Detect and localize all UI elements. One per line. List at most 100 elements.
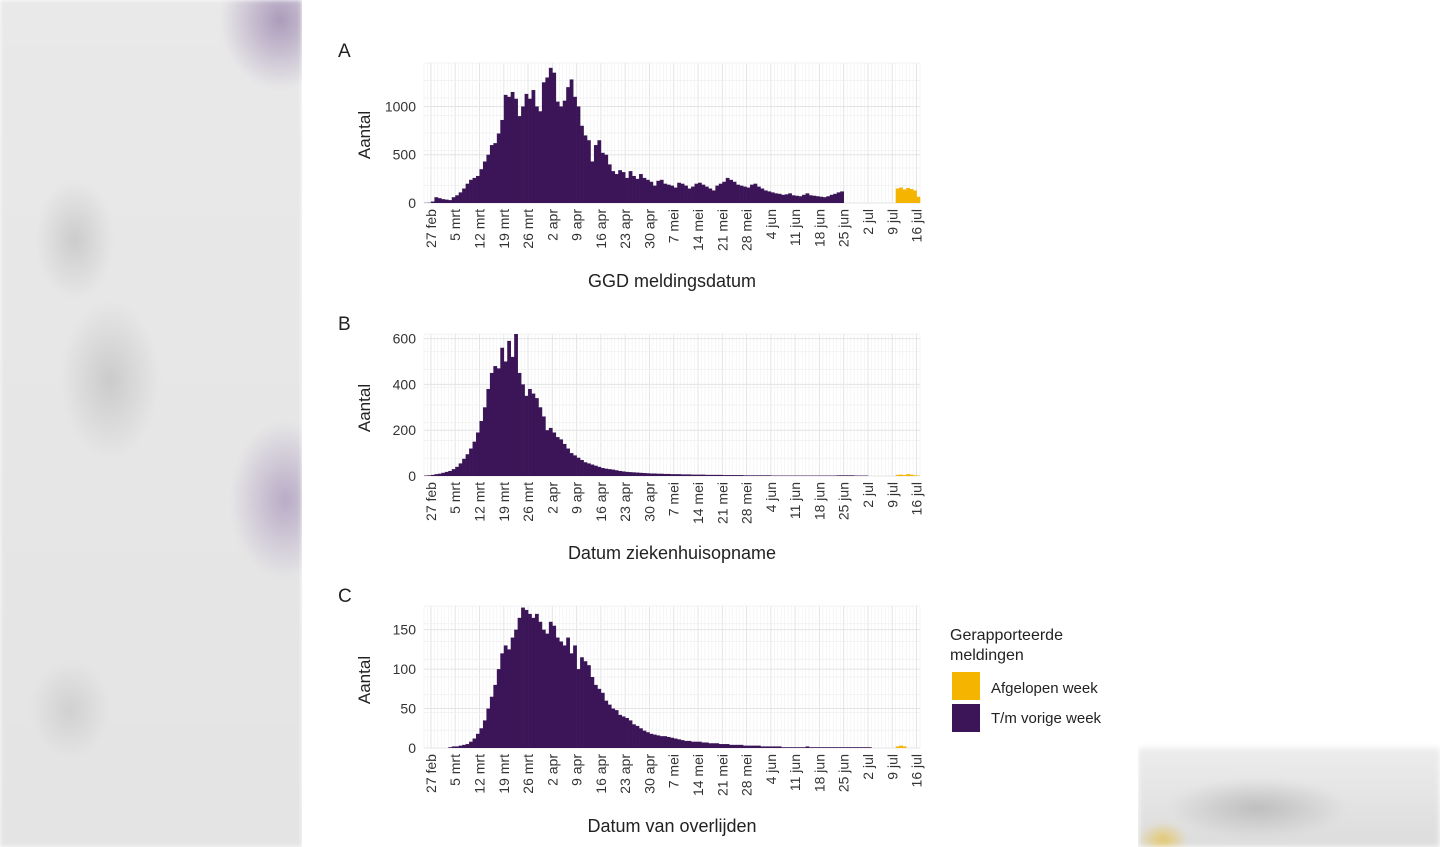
bar-tm-vorige-week xyxy=(552,625,557,748)
bar-tm-vorige-week xyxy=(715,185,720,203)
x-tick-label: 14 mei xyxy=(690,482,706,524)
panel-a-x-axis-title: GGD meldingsdatum xyxy=(588,271,756,291)
bar-tm-vorige-week xyxy=(861,747,865,748)
panel-c-y-ticks: 0 50 100 150 xyxy=(393,622,417,756)
x-tick-label: 9 apr xyxy=(569,482,585,514)
bar-tm-vorige-week xyxy=(715,743,720,748)
bar-tm-vorige-week xyxy=(618,714,623,748)
bar-tm-vorige-week xyxy=(767,746,772,748)
bar-tm-vorige-week xyxy=(493,684,498,748)
x-tick-label: 9 jul xyxy=(884,482,900,508)
bar-tm-vorige-week xyxy=(684,474,688,476)
bar-tm-vorige-week xyxy=(684,740,688,748)
bar-tm-vorige-week xyxy=(739,475,744,476)
bar-tm-vorige-week xyxy=(451,746,456,748)
x-tick-label: 25 jun xyxy=(836,209,852,247)
x-tick-label: 4 jun xyxy=(763,482,779,512)
x-tick-label: 16 apr xyxy=(593,482,609,522)
bar-afgelopen-week xyxy=(909,189,914,203)
bar-tm-vorige-week xyxy=(493,366,498,476)
panel-b-y-ticks: 0 200 400 600 xyxy=(393,331,417,484)
bar-tm-vorige-week xyxy=(566,87,570,203)
bar-tm-vorige-week xyxy=(479,421,484,476)
bar-tm-vorige-week xyxy=(441,199,446,203)
bar-tm-vorige-week xyxy=(458,745,463,748)
bar-tm-vorige-week xyxy=(815,747,820,748)
bar-tm-vorige-week xyxy=(528,98,532,203)
x-tick-label: 7 mei xyxy=(666,209,682,243)
x-tick-label: 19 mrt xyxy=(496,754,512,794)
bar-tm-vorige-week xyxy=(510,637,515,748)
bar-tm-vorige-week xyxy=(656,735,661,748)
bar-afgelopen-week xyxy=(913,475,917,476)
bar-tm-vorige-week xyxy=(493,143,498,203)
bar-tm-vorige-week xyxy=(573,645,577,748)
x-tick-label: 5 mrt xyxy=(447,209,463,241)
bar-tm-vorige-week xyxy=(514,98,518,203)
bar-tm-vorige-week xyxy=(656,180,661,203)
bar-tm-vorige-week xyxy=(635,472,640,476)
bar-tm-vorige-week xyxy=(704,742,709,748)
x-tick-label: 23 apr xyxy=(617,754,633,794)
bar-tm-vorige-week xyxy=(802,747,806,748)
bar-tm-vorige-week xyxy=(566,637,570,748)
bar-tm-vorige-week xyxy=(611,171,616,203)
bar-tm-vorige-week xyxy=(472,738,477,748)
bar-tm-vorige-week xyxy=(805,193,810,203)
bar-tm-vorige-week xyxy=(587,140,591,203)
bar-tm-vorige-week xyxy=(649,733,654,748)
x-tick-label: 14 mei xyxy=(690,209,706,251)
bar-tm-vorige-week xyxy=(496,133,501,203)
bar-tm-vorige-week xyxy=(569,79,574,203)
legend: Gerapporteerde meldingen Afgelopen week … xyxy=(950,627,1102,732)
bar-tm-vorige-week xyxy=(597,466,602,476)
bar-tm-vorige-week xyxy=(649,181,654,203)
bar-tm-vorige-week xyxy=(829,747,834,748)
x-tick-label: 16 jul xyxy=(909,754,925,787)
bar-tm-vorige-week xyxy=(822,197,827,203)
bar-tm-vorige-week xyxy=(541,416,546,476)
panel-a-letter: A xyxy=(338,41,351,62)
blurred-background-right xyxy=(1138,0,1440,847)
bar-tm-vorige-week xyxy=(736,184,740,203)
bar-tm-vorige-week xyxy=(694,474,699,476)
bar-tm-vorige-week xyxy=(441,472,446,476)
bar-tm-vorige-week xyxy=(607,164,612,203)
bar-tm-vorige-week xyxy=(448,747,453,748)
bar-afgelopen-week xyxy=(902,189,907,203)
bar-tm-vorige-week xyxy=(576,106,581,203)
bar-tm-vorige-week xyxy=(510,91,515,203)
bar-tm-vorige-week xyxy=(722,181,727,203)
bar-tm-vorige-week xyxy=(559,641,564,748)
bar-tm-vorige-week xyxy=(625,177,629,203)
bar-tm-vorige-week xyxy=(462,458,466,476)
bar-tm-vorige-week xyxy=(531,90,536,203)
bar-tm-vorige-week xyxy=(569,453,574,476)
x-tick-label: 2 jul xyxy=(860,482,876,508)
bar-tm-vorige-week xyxy=(763,190,768,203)
bar-tm-vorige-week xyxy=(611,469,616,476)
bar-tm-vorige-week xyxy=(587,665,591,748)
bar-tm-vorige-week xyxy=(687,474,692,476)
bar-tm-vorige-week xyxy=(500,347,505,476)
bar-afgelopen-week xyxy=(899,745,903,748)
x-tick-label: 16 jul xyxy=(909,209,925,242)
bar-afgelopen-week xyxy=(909,474,914,476)
bar-tm-vorige-week xyxy=(843,747,848,748)
panel-b-x-ticks: 27 feb 5 mrt 12 mrt 19 mrt 26 mrt 2 apr 9 apr 1… xyxy=(423,482,925,524)
bar-tm-vorige-week xyxy=(722,475,727,476)
bar-tm-vorige-week xyxy=(517,116,522,203)
legend-swatch-afgelopen-week xyxy=(952,672,980,700)
bar-tm-vorige-week xyxy=(666,473,671,476)
bar-afgelopen-week xyxy=(895,188,900,203)
bar-tm-vorige-week xyxy=(469,741,473,748)
bar-tm-vorige-week xyxy=(798,196,803,203)
bar-tm-vorige-week xyxy=(777,193,782,203)
bar-tm-vorige-week xyxy=(476,175,480,203)
bar-tm-vorige-week xyxy=(854,747,858,748)
x-tick-label: 12 mrt xyxy=(471,754,487,794)
bar-tm-vorige-week xyxy=(666,184,671,203)
bar-tm-vorige-week xyxy=(680,740,685,748)
bar-tm-vorige-week xyxy=(607,469,612,476)
y-tick-label: 0 xyxy=(408,740,416,756)
